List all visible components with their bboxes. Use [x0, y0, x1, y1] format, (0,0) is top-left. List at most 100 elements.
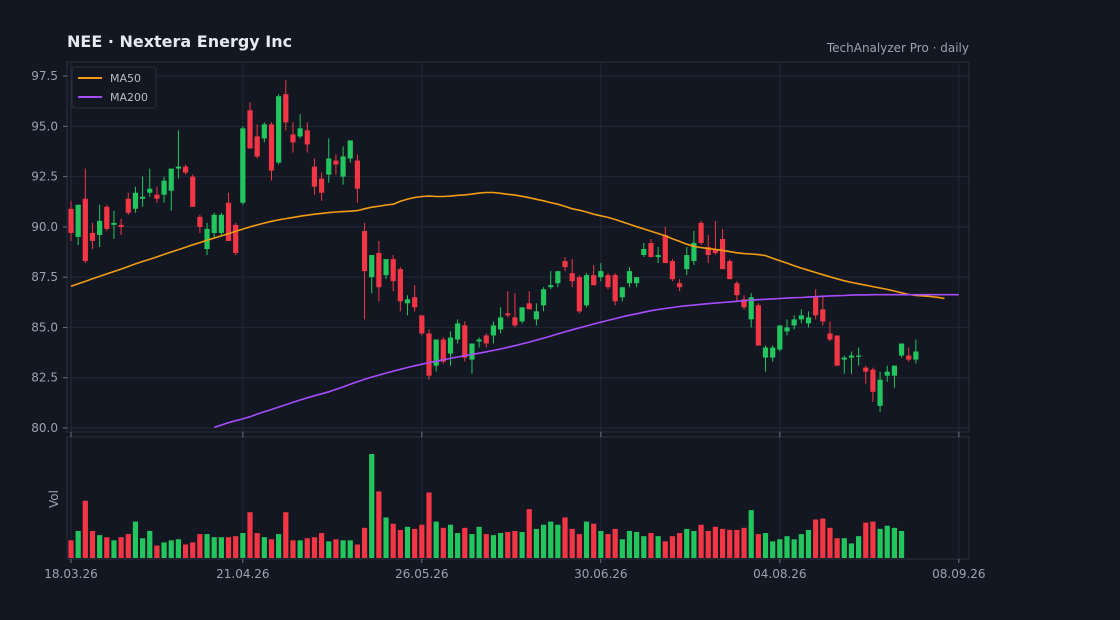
candle-body	[798, 315, 804, 320]
volume-bar	[863, 522, 869, 558]
volume-bar	[354, 544, 360, 558]
candle-body	[455, 323, 461, 340]
volume-bar	[426, 492, 432, 558]
ma50-line	[70, 191, 945, 300]
volume-bar	[691, 530, 697, 558]
candle-body	[89, 232, 96, 241]
volume-bar	[490, 535, 497, 558]
volume-bar	[333, 539, 339, 558]
ma200-line	[213, 293, 959, 429]
candle-body	[218, 214, 224, 233]
volume-bar	[290, 540, 296, 558]
candle-body	[469, 343, 475, 360]
candle-body	[856, 355, 862, 357]
volume-bar	[755, 534, 761, 558]
candle-body	[820, 309, 826, 322]
candle-body	[884, 371, 890, 376]
volume-bar	[383, 517, 389, 558]
candle-body	[204, 228, 210, 250]
volume-bar	[233, 536, 239, 558]
candle-body	[354, 160, 360, 189]
volume-bar	[75, 530, 81, 558]
legend[interactable]: MA50 MA200	[71, 66, 157, 109]
candle-body	[240, 128, 246, 203]
volume-bar	[240, 533, 246, 558]
candle-body	[813, 297, 819, 316]
volume-bar	[455, 533, 461, 558]
candle-body	[397, 269, 403, 302]
volume-bar	[519, 532, 525, 558]
volume-bar	[848, 543, 855, 558]
volume-bar	[440, 527, 446, 558]
brand-label: TechAnalyzer Pro · daily	[826, 41, 969, 55]
candle-body	[490, 325, 497, 336]
volume-bar	[168, 540, 174, 558]
candle-body	[698, 222, 704, 243]
y-tick-label: 82.5	[31, 371, 58, 385]
volume-bar	[175, 539, 181, 558]
candle-body	[447, 337, 454, 354]
volume-bar	[369, 454, 375, 558]
candle-body	[276, 96, 282, 163]
candle-body	[440, 339, 446, 362]
candle-body	[612, 275, 618, 302]
volume-bar	[662, 541, 668, 558]
volume-bar	[762, 533, 769, 558]
volume-bar	[283, 512, 289, 558]
candle-body	[576, 277, 582, 312]
candle-body	[734, 283, 740, 296]
candle-body	[906, 355, 912, 360]
volume-bar	[476, 526, 482, 558]
candle-body	[190, 176, 196, 207]
volume-bar	[591, 523, 597, 558]
volume-bar	[734, 529, 740, 558]
volume-bar	[505, 532, 511, 558]
volume-bar	[834, 538, 840, 558]
candle-body	[533, 311, 539, 320]
candle-body	[913, 351, 919, 360]
candle-body	[118, 224, 124, 227]
volume-bar	[304, 538, 310, 558]
volume-bar	[870, 521, 876, 558]
candle-body	[419, 315, 425, 334]
candle-body	[877, 379, 883, 406]
volume-bar	[161, 542, 167, 558]
price-axis: 97.5 95.0 92.5 90.0 87.5 85.0 82.5 80.0	[31, 69, 67, 435]
y-tick-label: 90.0	[31, 220, 58, 234]
x-tick-label: 04.08.26	[753, 567, 806, 581]
x-tick-label: 21.04.26	[216, 567, 269, 581]
candle-body	[268, 124, 275, 171]
chart-title: NEE · Nextera Energy Inc	[67, 32, 293, 51]
volume-bar	[140, 538, 146, 558]
candle-body	[483, 335, 489, 344]
volume-bar	[82, 500, 88, 558]
volume-bar	[182, 544, 189, 558]
candle-body	[462, 325, 468, 358]
volume-bar	[634, 532, 640, 558]
candle-body	[719, 238, 726, 270]
candle-body	[125, 198, 131, 213]
y-tick-label: 92.5	[31, 170, 58, 184]
candle-body	[669, 261, 676, 280]
volume-bar	[884, 525, 890, 558]
candle-body	[476, 339, 482, 342]
volume-bar	[533, 528, 539, 558]
volume-bar	[684, 528, 690, 558]
x-tick-label: 08.09.26	[932, 567, 985, 581]
volume-bar	[197, 534, 203, 558]
candle-body	[140, 196, 146, 199]
candle-body	[748, 297, 754, 320]
volume-bar	[856, 536, 862, 558]
volume-bar	[118, 537, 124, 558]
date-axis: 18.03.26 21.04.26 26.05.26 30.06.26 04.08.26…	[44, 432, 986, 581]
candlesticks	[68, 80, 919, 412]
candle-body	[68, 208, 74, 233]
candle-body	[727, 261, 733, 280]
volume-bar	[877, 528, 883, 558]
candle-body	[319, 178, 325, 193]
candle-body	[225, 202, 232, 241]
y-tick-label: 80.0	[31, 421, 58, 435]
candle-body	[175, 166, 181, 169]
candle-body	[619, 287, 625, 298]
